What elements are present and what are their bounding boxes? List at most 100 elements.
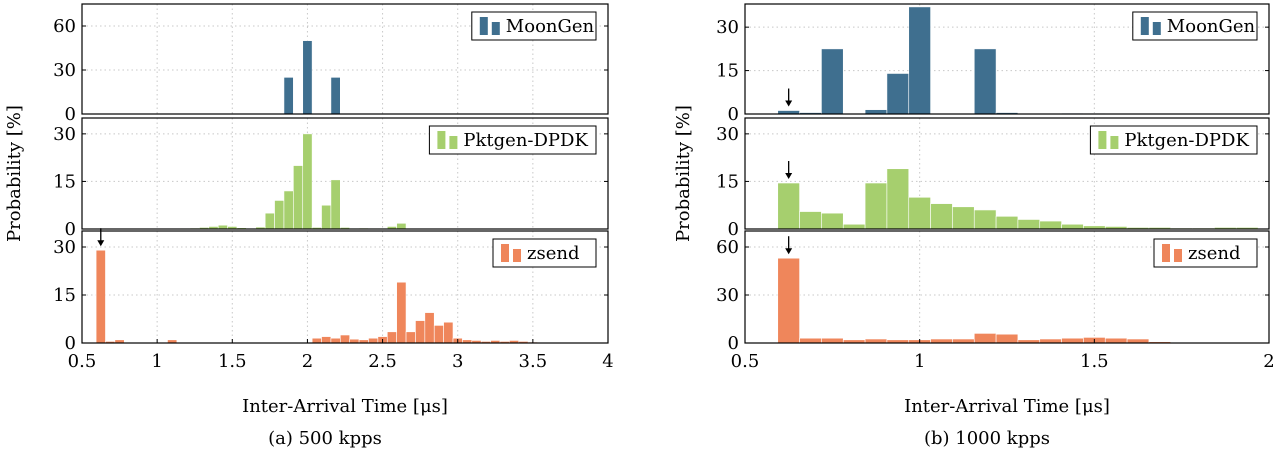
y-tick-label: 15	[53, 171, 76, 192]
bar	[952, 338, 975, 344]
bar	[864, 182, 888, 230]
bar	[311, 337, 322, 344]
panel-frame	[744, 117, 1270, 230]
bar	[95, 249, 106, 344]
y-axis-label: Probability [%]	[673, 105, 694, 242]
bar	[321, 336, 332, 344]
bar	[283, 77, 294, 115]
bar	[952, 206, 975, 230]
bar	[396, 222, 407, 230]
legend-label: Pktgen-DPDK	[463, 130, 588, 151]
bar	[264, 212, 275, 230]
legend-swatch	[479, 17, 488, 35]
legend-swatch	[1152, 22, 1161, 35]
bar	[424, 312, 435, 344]
y-tick-label: 30	[53, 237, 76, 258]
bar	[799, 337, 822, 344]
bar	[321, 204, 332, 230]
bar	[405, 331, 416, 344]
bar	[330, 337, 341, 344]
x-tick-label: 3	[452, 351, 463, 372]
bar	[930, 338, 953, 344]
x-tick-label: 0.5	[68, 351, 97, 372]
bar	[777, 182, 800, 230]
y-tick-label: 0	[65, 333, 76, 354]
x-tick-label: 4	[602, 351, 613, 372]
x-tick-label: 3.5	[519, 351, 548, 372]
bar	[1039, 220, 1062, 230]
panel-frame	[81, 3, 609, 115]
bar	[293, 165, 304, 230]
y-tick-label: 30	[716, 17, 739, 38]
panel-zsend: 0 15 30 zsend	[53, 228, 609, 354]
marker-arrowhead	[785, 173, 793, 180]
legend-label: MoonGen	[506, 16, 595, 37]
x-tick-label: 2.5	[368, 351, 397, 372]
bar	[330, 77, 341, 115]
x-tick-label: 2	[302, 351, 313, 372]
legend-swatch	[491, 22, 500, 35]
panel-zsend: 0 30 60 zsend	[716, 230, 1270, 354]
panel-pktgen-dpdk: 0 15 30 Pktgen-DPDK	[716, 117, 1270, 240]
bar	[821, 48, 844, 115]
bar	[443, 321, 454, 344]
x-tick-label: 2	[1263, 351, 1274, 372]
bar	[973, 48, 997, 115]
y-tick-label: 30	[53, 60, 76, 81]
legend-swatch	[449, 136, 458, 149]
caption: (a) 500 kpps	[268, 428, 382, 449]
bar	[886, 168, 910, 230]
bar	[330, 179, 341, 230]
bar	[864, 109, 888, 115]
x-tick-label: 0.5	[731, 351, 760, 372]
y-tick-label: 15	[716, 61, 739, 82]
legend-swatch	[1098, 131, 1107, 149]
y-tick-label: 60	[716, 237, 739, 258]
x-tick-label: 1	[151, 351, 162, 372]
y-tick-label: 30	[716, 124, 739, 145]
legend-box	[492, 238, 597, 268]
bar	[908, 196, 931, 230]
marker-arrowhead	[785, 248, 793, 255]
bar	[368, 337, 379, 344]
y-tick-label: 15	[716, 171, 739, 192]
bar	[396, 281, 407, 344]
bar	[799, 211, 822, 230]
y-tick-label: 60	[53, 16, 76, 37]
legend-swatch	[1174, 249, 1182, 262]
bar	[1104, 337, 1128, 344]
x-axis-label: Inter-Arrival Time [μs]	[242, 396, 448, 417]
bar	[386, 331, 397, 344]
bar	[864, 338, 888, 344]
panel-frame	[744, 3, 1270, 115]
bar	[1017, 219, 1041, 230]
bar	[302, 133, 313, 230]
bar	[415, 320, 426, 344]
x-tick-label: 1.5	[218, 351, 247, 372]
marker-arrowhead	[785, 100, 793, 107]
y-axis-label: Probability [%]	[4, 105, 25, 242]
y-tick-label: 30	[53, 124, 76, 145]
legend-swatch	[1140, 17, 1149, 35]
x-axis-label: Inter-Arrival Time [μs]	[904, 396, 1110, 417]
bar	[995, 333, 1019, 344]
bar	[821, 337, 844, 344]
bar	[1061, 337, 1084, 344]
bar	[1126, 338, 1150, 344]
bar	[777, 257, 800, 344]
y-tick-label: 30	[716, 285, 739, 306]
y-tick-label: 0	[728, 104, 739, 125]
bar	[433, 325, 444, 344]
y-tick-label: 0	[65, 219, 76, 240]
x-tick-label: 1.5	[1080, 351, 1109, 372]
legend-box	[1153, 238, 1258, 268]
bar	[995, 216, 1019, 230]
y-tick-label: 15	[53, 285, 76, 306]
bar	[973, 333, 997, 344]
legend-label: zsend	[1188, 243, 1241, 264]
bar	[1039, 338, 1062, 344]
legend-swatch	[437, 131, 446, 149]
